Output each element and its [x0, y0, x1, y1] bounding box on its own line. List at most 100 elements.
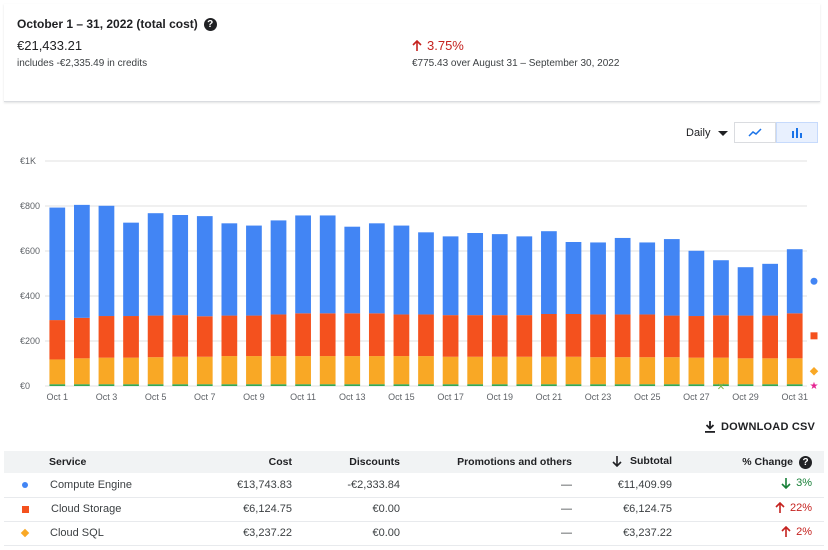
bar-segment-compute[interactable] — [418, 232, 434, 315]
bar-segment-storage[interactable] — [590, 314, 606, 358]
bar-segment-other2[interactable] — [418, 384, 434, 386]
bar-segment-compute[interactable] — [196, 216, 213, 317]
bar-segment-compute[interactable] — [319, 215, 336, 314]
bar-segment-other2[interactable] — [737, 384, 754, 386]
bar-segment-compute[interactable] — [49, 207, 66, 321]
bar-segment-other2[interactable] — [319, 384, 336, 386]
bar-segment-other2[interactable] — [590, 384, 606, 386]
header-discounts[interactable]: Discounts — [349, 456, 400, 468]
bar-segment-other2[interactable] — [196, 384, 213, 386]
bar-segment-storage[interactable] — [516, 315, 533, 357]
bar-segment-storage[interactable] — [123, 316, 139, 358]
bar-segment-sql[interactable] — [246, 356, 262, 385]
bar-segment-storage[interactable] — [147, 315, 164, 358]
bar-segment-sql[interactable] — [614, 357, 631, 385]
bar-segment-sql[interactable] — [319, 356, 336, 385]
bar-segment-other2[interactable] — [221, 384, 238, 386]
bar-segment-storage[interactable] — [295, 313, 311, 357]
bar-segment-sql[interactable] — [491, 356, 508, 385]
bar-segment-sql[interactable] — [541, 356, 557, 385]
bar-segment-sql[interactable] — [737, 358, 754, 385]
bar-segment-compute[interactable] — [565, 242, 582, 314]
bar-segment-compute[interactable] — [786, 249, 803, 314]
header-change[interactable]: % Change ? — [684, 451, 824, 473]
bar-segment-sql[interactable] — [467, 356, 484, 385]
bar-segment-storage[interactable] — [786, 313, 803, 359]
bar-segment-other2[interactable] — [344, 384, 361, 386]
bar-segment-compute[interactable] — [295, 215, 311, 314]
download-csv-button[interactable]: DOWNLOAD CSV — [704, 420, 815, 433]
bar-segment-sql[interactable] — [762, 358, 778, 385]
bar-segment-storage[interactable] — [688, 316, 705, 358]
bar-segment-sql[interactable] — [344, 356, 361, 385]
period-selector[interactable]: Daily — [686, 123, 729, 143]
bar-segment-sql[interactable] — [196, 356, 213, 385]
bar-segment-other2[interactable] — [442, 384, 459, 386]
bar-segment-compute[interactable] — [713, 260, 729, 316]
bar-segment-sql[interactable] — [74, 358, 90, 385]
bar-segment-storage[interactable] — [442, 315, 459, 357]
bar-segment-storage[interactable] — [221, 315, 238, 357]
bar-segment-other2[interactable] — [295, 384, 311, 386]
bar-segment-storage[interactable] — [196, 316, 213, 357]
bar-segment-other2[interactable] — [467, 384, 484, 386]
help-icon[interactable]: ? — [799, 455, 812, 469]
bar-segment-storage[interactable] — [270, 314, 287, 357]
bar-segment-other2[interactable] — [393, 384, 410, 386]
bar-segment-storage[interactable] — [344, 313, 361, 357]
bar-segment-sql[interactable] — [123, 357, 139, 385]
header-promotions[interactable]: Promotions and others — [457, 456, 572, 468]
bar-segment-sql[interactable] — [393, 356, 410, 385]
bar-segment-compute[interactable] — [663, 239, 680, 316]
bar-segment-other2[interactable] — [762, 384, 778, 386]
bar-segment-compute[interactable] — [172, 215, 189, 316]
bar-segment-sql[interactable] — [368, 356, 385, 385]
bar-segment-sql[interactable] — [590, 357, 606, 385]
bar-segment-compute[interactable] — [221, 223, 238, 316]
bar-segment-storage[interactable] — [737, 315, 754, 359]
bar-segment-storage[interactable] — [639, 314, 656, 358]
bar-segment-other2[interactable] — [516, 384, 533, 386]
bar-segment-other2[interactable] — [368, 384, 385, 386]
bar-segment-other2[interactable] — [98, 384, 115, 386]
bar-segment-compute[interactable] — [688, 250, 705, 317]
bar-segment-storage[interactable] — [49, 320, 66, 360]
table-row[interactable]: Cloud Storage €6,124.75 €0.00— €6,124.75 22% — [4, 497, 824, 522]
bar-segment-sql[interactable] — [172, 356, 189, 385]
bar-segment-compute[interactable] — [590, 242, 606, 315]
bar-segment-storage[interactable] — [74, 317, 90, 359]
bar-segment-storage[interactable] — [762, 315, 778, 359]
bar-segment-other2[interactable] — [123, 384, 139, 386]
bar-segment-sql[interactable] — [442, 356, 459, 385]
bar-segment-compute[interactable] — [344, 226, 361, 314]
bar-segment-other2[interactable] — [49, 384, 66, 386]
bar-segment-compute[interactable] — [393, 225, 410, 315]
bar-segment-compute[interactable] — [368, 223, 385, 314]
bar-segment-sql[interactable] — [147, 357, 164, 385]
bar-segment-compute[interactable] — [442, 236, 459, 316]
bar-segment-sql[interactable] — [516, 356, 533, 385]
bar-segment-storage[interactable] — [368, 313, 385, 357]
bar-segment-sql[interactable] — [98, 357, 115, 385]
bar-segment-storage[interactable] — [319, 313, 336, 357]
bar-segment-storage[interactable] — [565, 314, 582, 357]
table-row[interactable]: Compute Engine €13,743.83 -€2,333.84— €11,4… — [4, 473, 824, 498]
bar-segment-other2[interactable] — [639, 384, 656, 386]
bar-segment-other2[interactable] — [688, 384, 705, 386]
help-icon[interactable]: ? — [203, 17, 217, 31]
bar-segment-sql[interactable] — [786, 358, 803, 385]
bar-segment-compute[interactable] — [491, 234, 508, 316]
bar-segment-sql[interactable] — [639, 357, 656, 385]
bar-segment-compute[interactable] — [639, 242, 656, 315]
bar-segment-other2[interactable] — [172, 384, 189, 386]
bar-segment-compute[interactable] — [246, 225, 262, 316]
line-view-button[interactable] — [734, 122, 776, 143]
bar-segment-other2[interactable] — [663, 384, 680, 386]
bar-segment-compute[interactable] — [123, 222, 139, 317]
bar-segment-sql[interactable] — [418, 356, 434, 385]
bar-segment-compute[interactable] — [614, 237, 631, 315]
bar-segment-storage[interactable] — [418, 314, 434, 357]
bar-segment-other2[interactable] — [491, 384, 508, 386]
bar-segment-storage[interactable] — [663, 315, 680, 358]
bar-segment-compute[interactable] — [467, 233, 484, 316]
